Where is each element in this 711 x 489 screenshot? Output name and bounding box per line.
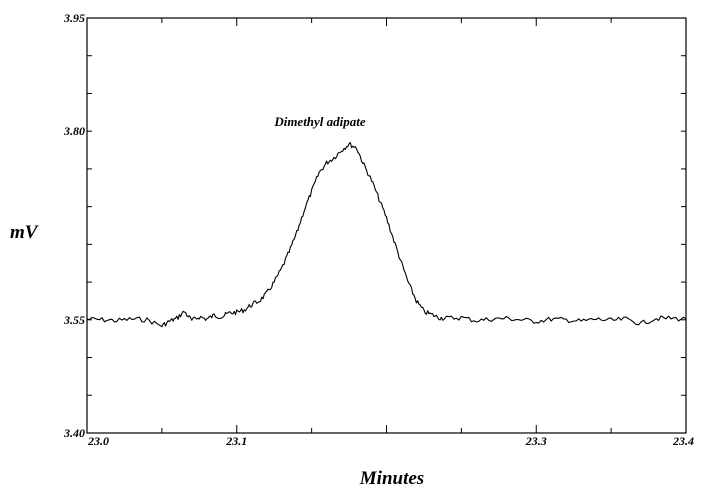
tick-marks [86,17,687,434]
y-axis-title: mV [10,222,39,243]
x-tick-label: 23.0 [87,434,109,448]
plot-frame [86,17,687,434]
y-tick-label: 3.95 [63,11,85,25]
x-axis-title: Minutes [359,468,424,489]
signal-trace [86,141,687,328]
x-tick-label: 23.1 [225,434,247,448]
y-tick-labels: 3.95 3.80 3.55 3.40 [63,11,85,440]
x-tick-labels: 23.0 23.1 23.3 23.4 [87,434,694,448]
x-tick-label: 23.4 [672,434,694,448]
y-tick-label: 3.40 [63,426,85,440]
peak-annotation: Dimethyl adipate [273,114,366,129]
y-tick-label: 3.55 [63,313,85,327]
y-tick-label: 3.80 [63,124,85,138]
x-tick-label: 23.3 [525,434,547,448]
